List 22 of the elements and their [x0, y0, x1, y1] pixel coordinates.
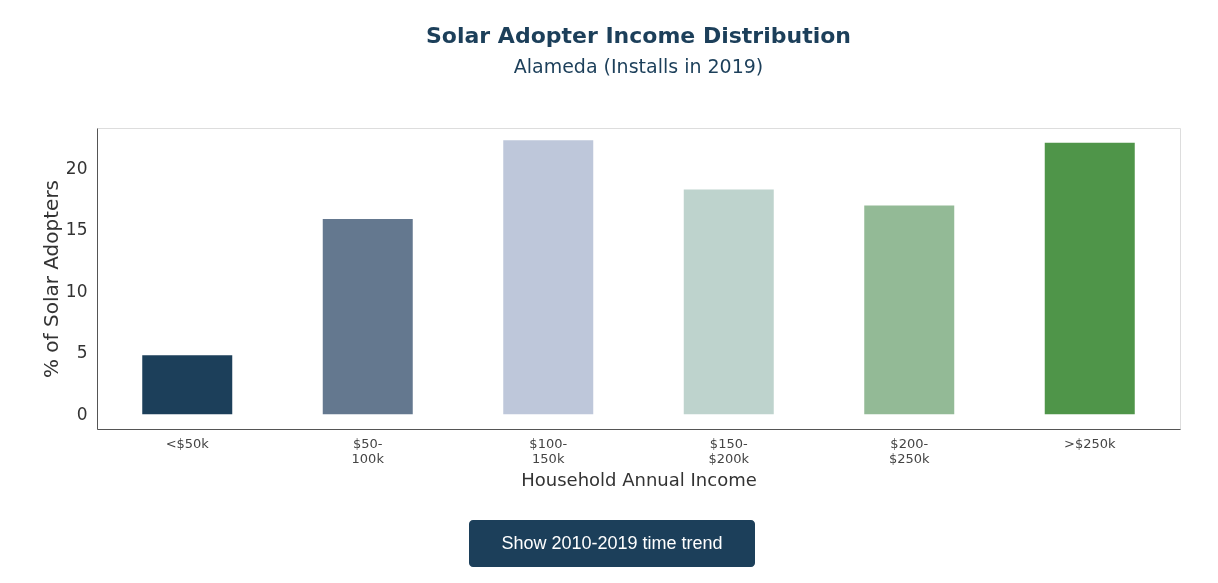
bar [864, 205, 955, 415]
bar [683, 189, 774, 415]
chart-subtitle: Alameda (Installs in 2019) [513, 55, 764, 77]
bar [503, 140, 594, 415]
y-tick-label: 15 [65, 219, 88, 240]
bar [322, 218, 413, 415]
y-tick-label: 10 [65, 280, 88, 301]
x-axis-title: Household Annual Income [521, 468, 757, 490]
y-tick-label: 0 [76, 403, 88, 424]
x-tick-label: <$50k [165, 435, 210, 451]
bar [1044, 142, 1135, 415]
x-tick-label: >$250k [1063, 435, 1116, 451]
x-tick-label: $100-150k [529, 435, 568, 466]
text: Show 2010-2019 time trend [501, 533, 723, 553]
x-tick-label: $150-$200k [708, 435, 750, 466]
y-tick-label: 5 [76, 342, 88, 363]
y-axis-title: % of Solar Adopters [38, 179, 63, 379]
chart-title: Solar Adopter Income Distribution [426, 23, 851, 48]
x-tick-label: $200-$250k [888, 435, 931, 466]
bar [142, 355, 233, 415]
y-tick-label: 20 [65, 158, 88, 179]
x-tick-label: $50-100k [351, 435, 385, 466]
